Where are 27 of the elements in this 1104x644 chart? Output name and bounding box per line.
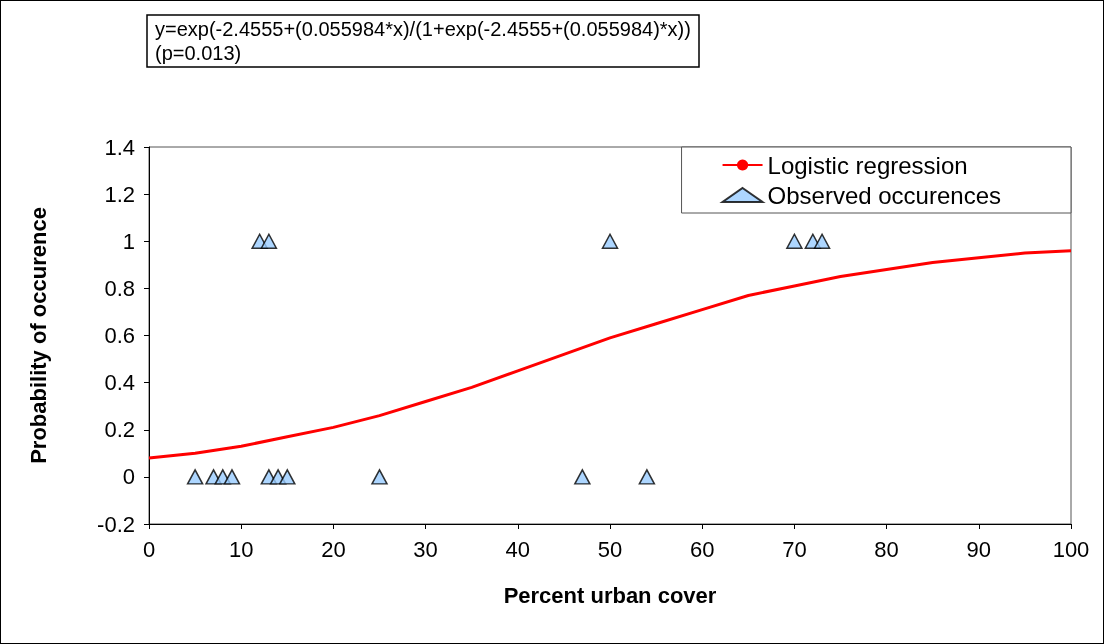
chart-subtitle: (p=0.013) bbox=[155, 42, 242, 64]
y-tick-label: 0 bbox=[122, 464, 135, 490]
x-tick-label: 10 bbox=[228, 536, 254, 562]
x-tick-label: 100 bbox=[1052, 536, 1090, 562]
x-tick-label: 70 bbox=[782, 536, 807, 562]
x-tick-label: 60 bbox=[689, 536, 715, 562]
y-axis-title: Probability of occurence bbox=[25, 207, 51, 464]
x-tick-label: 40 bbox=[505, 536, 531, 562]
legend-label: Observed occurences bbox=[767, 181, 1001, 209]
line-series bbox=[147, 249, 1073, 460]
x-tick-label: 0 bbox=[142, 536, 156, 562]
legend-label: Logistic regression bbox=[767, 151, 968, 179]
y-tick-label: 0.2 bbox=[104, 417, 135, 443]
y-tick-label: 1 bbox=[122, 228, 135, 254]
y-tick-label: 0.8 bbox=[104, 275, 135, 301]
x-tick-label: 90 bbox=[966, 536, 992, 562]
x-tick-label: 30 bbox=[413, 536, 438, 562]
y-tick-label: 1.2 bbox=[104, 181, 135, 207]
y-tick-label: 0.4 bbox=[104, 370, 135, 396]
x-tick-label: 80 bbox=[874, 536, 899, 562]
x-tick-label: 20 bbox=[321, 536, 346, 562]
x-axis-title: Percent urban cover bbox=[503, 582, 717, 608]
y-tick-label: 1.4 bbox=[104, 134, 135, 160]
y-tick-label: -0.2 bbox=[97, 511, 135, 537]
x-tick-label: 50 bbox=[597, 536, 623, 562]
y-tick-label: 0.6 bbox=[104, 323, 135, 348]
chart-title: y=exp(-2.4555+(0.055984*x)/(1+exp(-2.4555+(0.055984)*x)) bbox=[155, 18, 691, 40]
